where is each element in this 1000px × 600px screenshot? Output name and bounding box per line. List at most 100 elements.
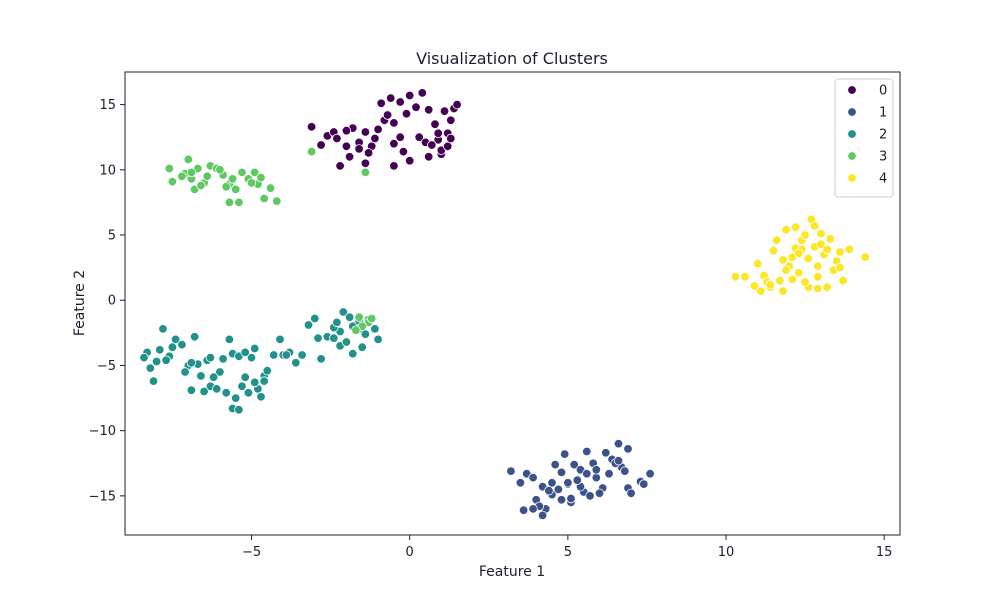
point-cluster-1 [506,466,516,476]
point-cluster-2 [234,405,244,415]
point-cluster-0 [443,141,453,152]
point-cluster-1 [569,459,579,470]
point-cluster-2 [357,342,367,352]
point-cluster-2 [338,307,349,317]
point-cluster-4 [778,255,788,265]
x-tick-label: 10 [718,545,735,560]
point-cluster-0 [386,93,396,103]
point-cluster-1 [613,456,624,466]
point-cluster-3 [183,154,194,165]
point-cluster-2 [180,367,190,377]
x-axis-title: Feature 1 [479,564,545,580]
point-cluster-2 [145,363,156,373]
point-cluster-0 [424,152,434,162]
point-cluster-2 [177,339,187,350]
point-cluster-3 [256,172,266,183]
y-tick-label: 0 [108,294,116,309]
point-cluster-0 [395,97,405,107]
legend-label-1: 1 [879,106,887,121]
point-cluster-4 [778,286,788,296]
point-cluster-0 [335,161,345,171]
point-cluster-4 [825,234,836,244]
point-cluster-1 [623,444,633,454]
point-cluster-0 [382,110,393,120]
point-cluster-3 [351,325,361,335]
point-cluster-1 [582,469,592,479]
point-cluster-0 [354,144,364,154]
point-cluster-3 [246,178,257,188]
point-cluster-3 [167,176,178,187]
point-cluster-2 [249,343,260,354]
point-cluster-1 [556,467,567,478]
points-layer [139,88,870,521]
point-cluster-2 [341,337,352,347]
point-cluster-4 [822,244,832,255]
point-cluster-2 [196,371,206,381]
point-cluster-1 [537,510,548,521]
point-cluster-1 [620,466,630,476]
point-cluster-2 [310,313,320,324]
point-cluster-4 [813,272,823,282]
series-0 [306,88,462,171]
point-cluster-2 [158,324,168,334]
point-cluster-4 [749,281,760,291]
point-cluster-1 [604,469,614,479]
series-3 [164,146,377,335]
point-cluster-3 [306,146,317,157]
legend-label-4: 4 [879,172,887,187]
point-cluster-2 [344,312,355,322]
x-tick-label: −5 [242,545,261,560]
point-cluster-2 [170,334,181,345]
point-cluster-1 [515,478,526,488]
x-tick-label: 5 [564,545,572,560]
y-axis: 15 10 5 0 −5 −10 −15 [89,98,125,504]
point-cluster-2 [291,358,301,368]
point-cluster-1 [626,488,636,499]
y-tick-label: 15 [99,98,116,113]
point-cluster-4 [800,277,810,287]
legend-label-2: 2 [879,128,887,143]
point-cluster-4 [781,265,791,275]
point-cluster-4 [813,261,823,272]
point-cluster-2 [332,317,342,328]
point-cluster-4 [794,268,804,278]
point-cluster-0 [430,119,440,129]
point-cluster-1 [556,495,567,505]
point-cluster-3 [177,171,187,182]
point-cluster-3 [259,193,269,204]
point-cluster-4 [835,262,845,273]
point-cluster-2 [373,334,383,345]
point-cluster-2 [186,385,197,395]
point-cluster-0 [376,98,386,109]
point-cluster-0 [389,138,399,149]
point-cluster-0 [405,155,415,166]
point-cluster-0 [427,140,437,150]
point-cluster-2 [259,376,269,386]
point-cluster-2 [224,334,235,345]
point-cluster-2 [256,392,266,402]
point-cluster-0 [370,133,380,144]
point-cluster-3 [215,165,225,175]
point-cluster-0 [373,124,383,135]
point-cluster-2 [211,384,222,394]
x-tick-label: 0 [406,545,414,560]
point-cluster-1 [566,493,576,504]
point-cluster-1 [613,439,624,449]
point-cluster-4 [816,239,826,249]
point-cluster-2 [360,329,371,339]
point-cluster-4 [835,247,845,257]
point-cluster-1 [547,478,557,488]
series-4 [730,214,870,296]
point-cluster-4 [809,221,820,231]
point-cluster-3 [186,167,197,178]
series-2 [139,307,383,415]
point-cluster-4 [753,259,763,269]
point-cluster-0 [360,127,371,137]
point-cluster-1 [591,472,602,483]
series-1 [506,439,655,521]
y-tick-label: −15 [89,489,116,504]
point-cluster-2 [186,358,197,368]
x-axis: −5 0 5 10 15 [242,535,892,560]
point-cluster-0 [414,132,424,142]
